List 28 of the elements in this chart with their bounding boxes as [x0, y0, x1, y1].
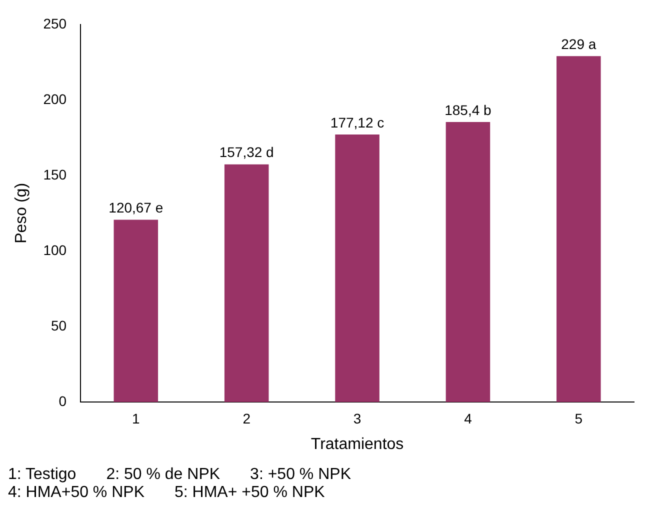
text: 5: HMA+ +50 % NPK	[174, 484, 325, 502]
bar	[446, 122, 490, 402]
bar	[556, 56, 601, 402]
x-tick-label: 5	[574, 410, 583, 426]
text: 1: Testigo	[8, 466, 76, 484]
y-tick-label: 0	[58, 392, 67, 409]
x-tick-label: 2	[242, 410, 251, 426]
data-label: 120,67 e	[108, 200, 164, 216]
text: 4: HMA+50 % NPK	[8, 484, 144, 502]
y-tick-label: 150	[43, 166, 67, 182]
x-axis-title: Tratamientos	[310, 436, 404, 453]
bar	[224, 164, 269, 402]
x-tick-label: 1	[132, 410, 140, 426]
y-tick-label: 200	[43, 90, 67, 107]
data-label: 177,12 c	[330, 114, 384, 130]
data-label: 229 a	[561, 36, 596, 52]
y-tick-label: 50	[50, 317, 67, 334]
y-tick-label: 250	[43, 15, 67, 32]
y-axis-title: Peso (g)	[13, 182, 30, 244]
bar	[114, 220, 158, 402]
x-tick-label: 3	[353, 410, 362, 426]
data-label: 185,4 b	[444, 102, 492, 118]
y-tick-label: 100	[43, 242, 67, 258]
data-label: 157,32 d	[219, 144, 274, 160]
bar	[335, 134, 380, 402]
x-tick-label: 4	[464, 410, 472, 426]
text: 3: +50 % NPK	[250, 466, 351, 484]
text: 2: 50 % de NPK	[106, 466, 220, 484]
